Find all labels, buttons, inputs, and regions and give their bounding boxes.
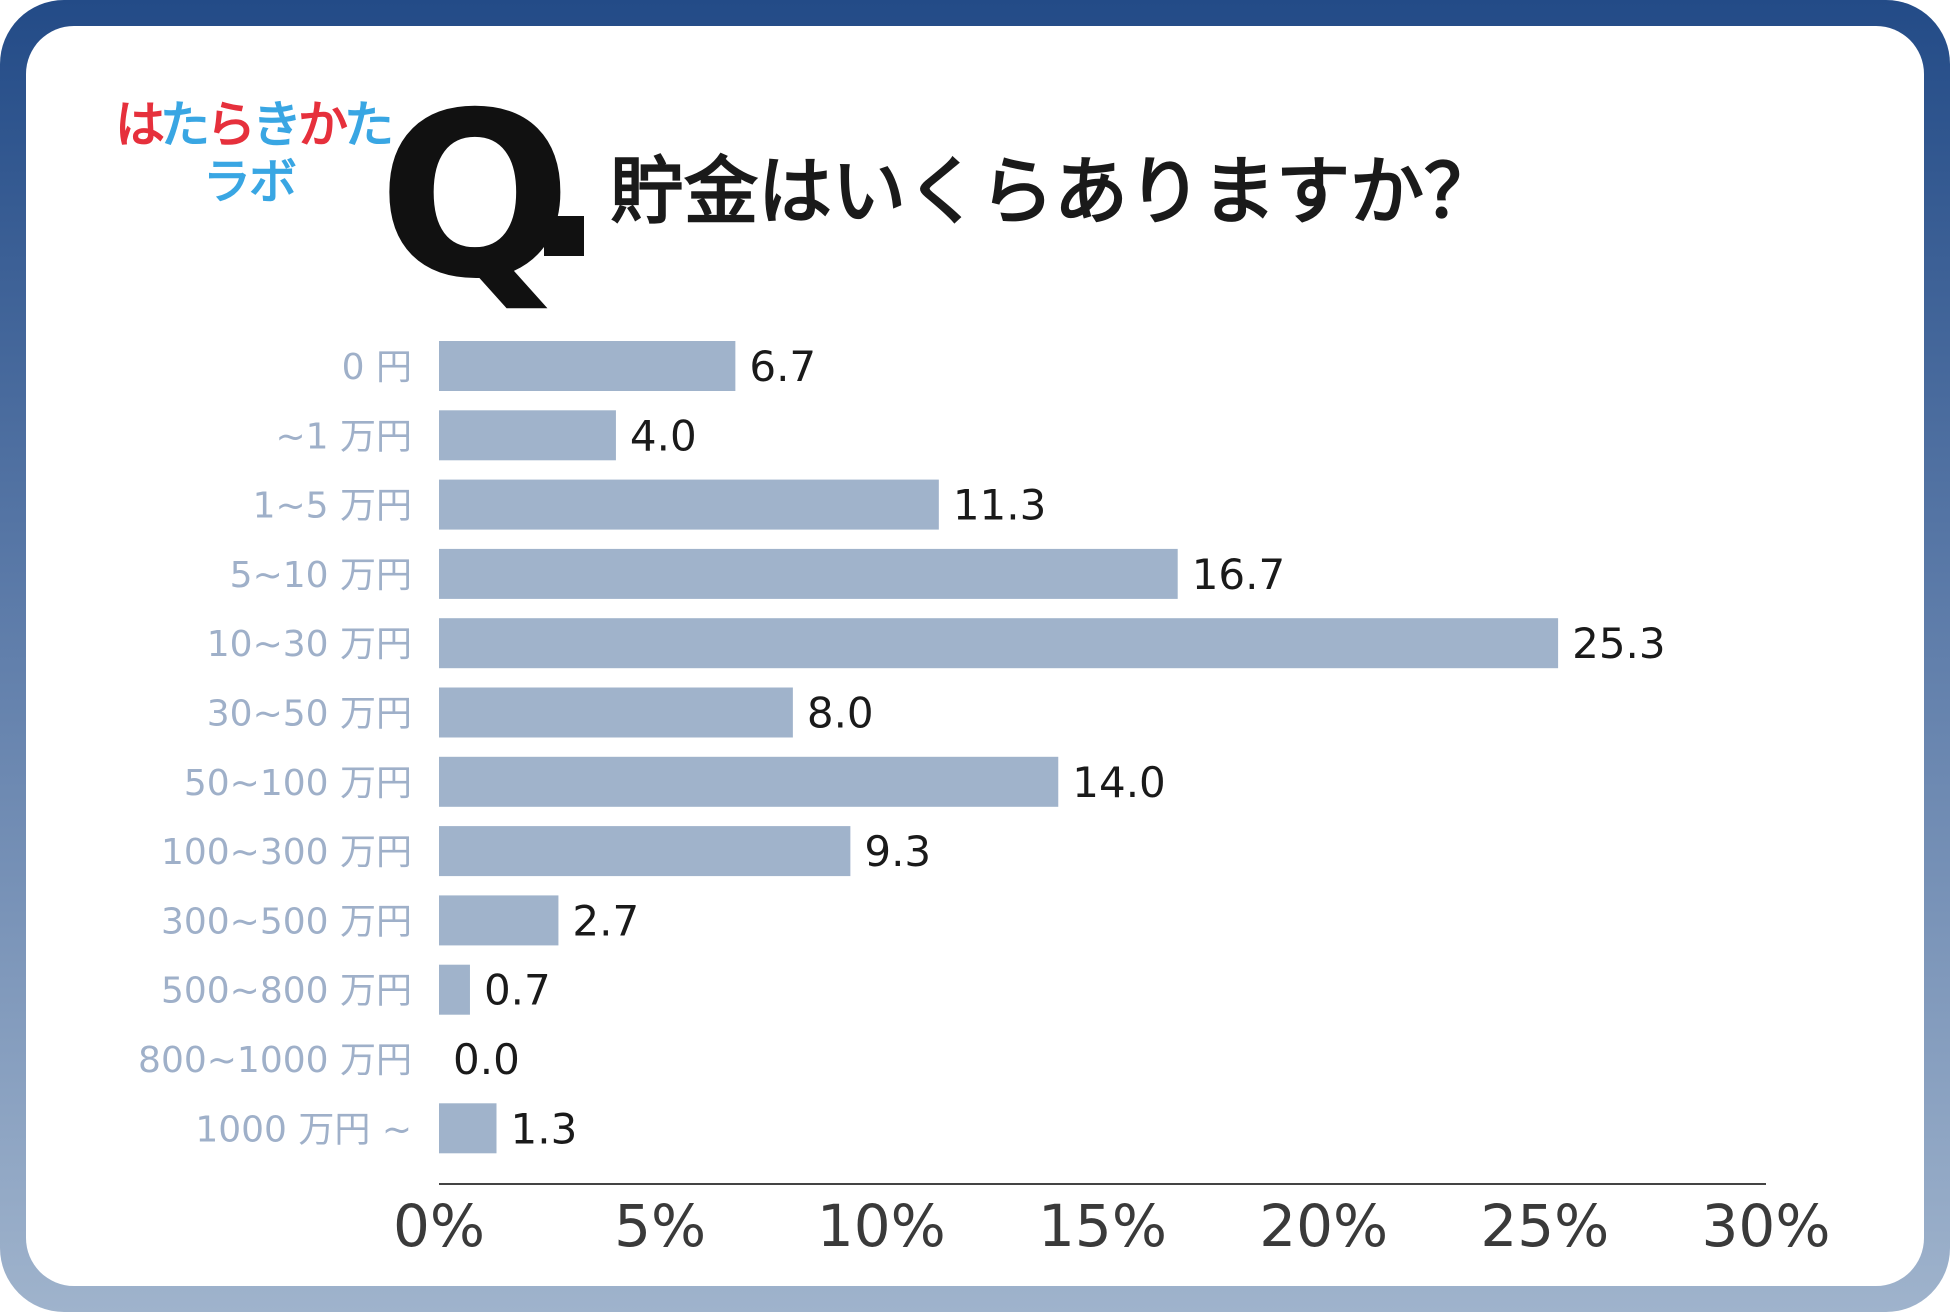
x-tick-label: 15% [1038,1192,1167,1260]
value-label: 2.7 [572,896,639,945]
bar [439,479,939,530]
category-label: 0 円 [342,347,412,388]
category-label: 300~500 万円 [161,901,412,942]
value-label: 4.0 [630,411,697,460]
x-tick-label: 10% [817,1192,946,1260]
value-label: 0.7 [484,966,551,1015]
category-label: 800~1000 万円 [138,1040,412,1081]
q-mark: Q [378,63,572,329]
logo-text-line1: はたらきかた [115,100,394,150]
category-label: 10~30 万円 [207,624,412,665]
x-tick-label: 0% [393,1192,485,1260]
bar [439,895,559,946]
value-label: 6.7 [749,342,816,391]
category-label: 1~5 万円 [253,486,412,527]
x-tick-label: 20% [1259,1192,1388,1260]
value-label: 9.3 [864,827,931,876]
question-title: 貯金はいくらありますか？ [610,149,1498,235]
q-dot [544,216,584,256]
bar [439,548,1178,599]
value-label: 11.3 [953,481,1047,530]
x-tick-label: 30% [1702,1192,1831,1260]
logo-text-line2: ラボ [203,154,297,210]
bar [439,341,736,391]
bar [439,756,1059,807]
value-label: 14.0 [1072,758,1166,807]
bar [439,687,793,738]
value-label: 25.3 [1572,619,1666,668]
logo-char: た [344,96,394,154]
bar [439,410,616,461]
category-label: 5~10 万円 [230,555,412,596]
bar [439,618,1559,669]
category-label: 1000 万円 ~ [195,1109,412,1150]
logo-char: ら [206,96,256,154]
category-label: 500~800 万円 [161,971,412,1012]
value-label: 0.0 [453,1035,520,1084]
category-label: 100~300 万円 [161,832,412,873]
category-label: 30~50 万円 [207,694,412,735]
category-label: ~1 万円 [275,416,412,457]
bar [439,1103,497,1154]
logo-char: か [298,96,348,154]
x-tick-label: 5% [614,1192,706,1260]
x-tick-label: 25% [1480,1192,1609,1260]
value-label: 16.7 [1192,550,1286,599]
logo-char: き [252,96,302,154]
bar [439,826,851,877]
bar [439,964,470,1015]
logo: はたらきかた ラボ [115,100,395,220]
logo-char: は [115,96,164,154]
logo-char: た [160,96,210,154]
value-label: 1.3 [511,1104,578,1153]
category-label: 50~100 万円 [184,763,412,804]
value-label: 8.0 [807,689,874,738]
